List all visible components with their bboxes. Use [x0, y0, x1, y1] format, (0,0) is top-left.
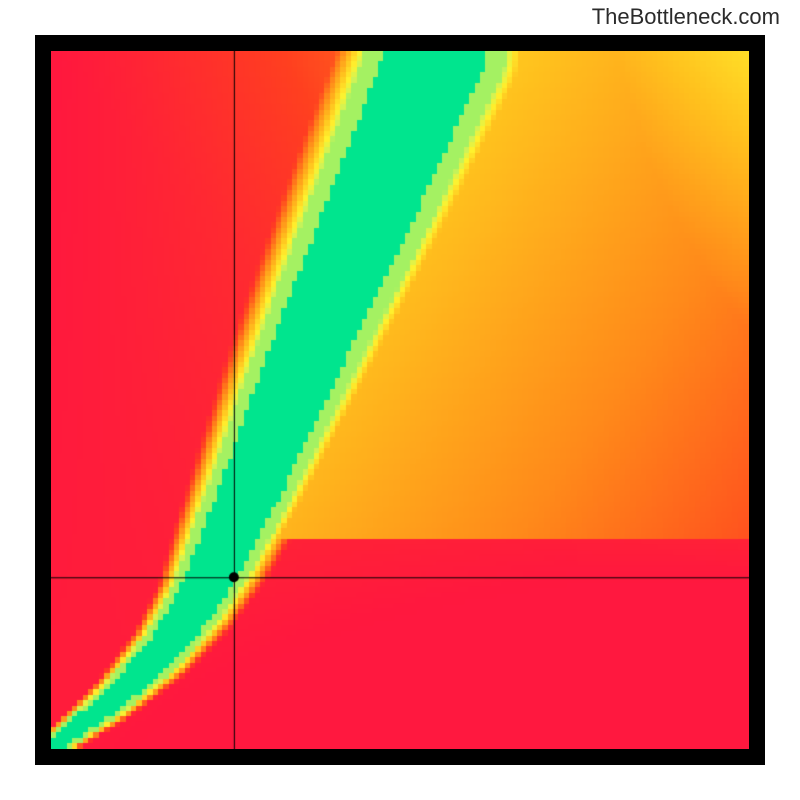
chart-frame: TheBottleneck.com — [0, 0, 800, 800]
plot-outer-box — [35, 35, 765, 765]
watermark-text: TheBottleneck.com — [592, 4, 780, 30]
heatmap-canvas — [51, 51, 749, 749]
